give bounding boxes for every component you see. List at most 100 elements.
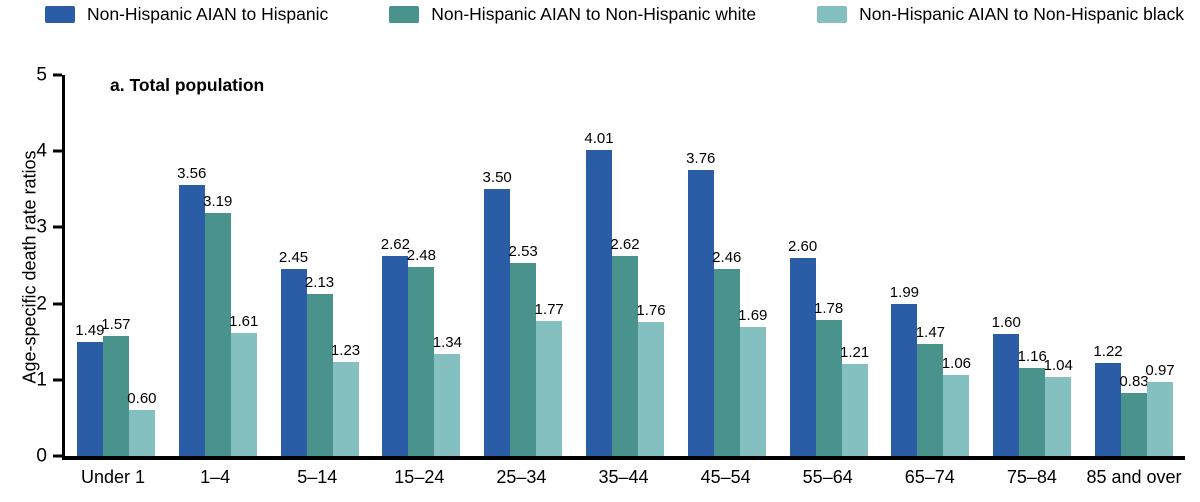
y-tick-label: 2 — [36, 293, 47, 315]
value-label: 1.60 — [991, 314, 1021, 332]
value-label: 1.99 — [889, 284, 920, 302]
value-label: 3.56 — [177, 164, 207, 182]
bar: 3.56 — [177, 165, 206, 456]
bar: 1.57 — [101, 316, 131, 456]
bar: 2.13 — [305, 274, 334, 456]
bar: 2.45 — [279, 249, 308, 456]
x-tick-label: 55–64 — [802, 467, 853, 487]
value-label: 2.62 — [610, 236, 640, 254]
bar: 1.76 — [636, 302, 666, 456]
y-tick-label: 5 — [36, 64, 47, 86]
value-label: 2.46 — [712, 248, 742, 266]
legend-item: Non-Hispanic AIAN to Non-Hispanic white — [389, 4, 757, 24]
value-label: 2.45 — [278, 249, 309, 267]
value-label: 1.69 — [738, 307, 768, 325]
x-tick-label: 85 and over — [1086, 467, 1182, 487]
bar: 1.16 — [1018, 348, 1047, 456]
bar: 1.78 — [814, 300, 843, 456]
value-label: 1.22 — [1093, 343, 1123, 361]
value-label: 1.47 — [915, 324, 946, 341]
value-label: 3.76 — [686, 149, 716, 167]
value-label: 1.49 — [75, 322, 105, 340]
legend-swatch-icon — [389, 6, 420, 24]
bar-group: 1.22 0.83 0.97 — [1083, 75, 1185, 456]
value-label: 1.61 — [229, 313, 259, 331]
value-label: 1.06 — [941, 355, 972, 373]
bar: 1.21 — [840, 344, 869, 456]
y-tick-label: 0 — [36, 445, 47, 467]
y-tick-mark — [53, 454, 62, 458]
value-label: 0.97 — [1145, 362, 1175, 380]
bar: 3.19 — [203, 193, 232, 456]
chart-title: a. Total population — [110, 75, 265, 95]
bar: 2.60 — [788, 238, 817, 456]
value-label: 0.60 — [127, 390, 157, 408]
bar: 1.23 — [331, 342, 360, 456]
y-tick-label: 3 — [36, 216, 47, 238]
legend-swatch-icon — [817, 6, 848, 24]
x-axis-labels: Under 1 1–4 5–14 15–24 25–34 35–44 45–54 55–64 6… — [62, 467, 1185, 488]
value-label: 2.48 — [406, 247, 436, 265]
value-label: 1.77 — [534, 301, 564, 319]
bar-group: 2.62 2.48 1.34 — [370, 75, 472, 456]
x-tick-label: 1–4 — [200, 467, 231, 487]
bar: 2.48 — [407, 247, 436, 456]
bar: 2.62 — [381, 236, 410, 456]
value-label: 1.57 — [101, 316, 131, 334]
value-label: 3.19 — [203, 192, 233, 210]
value-label: 2.62 — [380, 236, 410, 254]
bar: 1.69 — [738, 307, 767, 456]
y-tick-mark — [53, 302, 62, 306]
bar-group: 1.99 1.47 1.06 — [880, 75, 982, 456]
x-tick-label: 45–54 — [700, 467, 751, 487]
value-label: 1.76 — [636, 301, 666, 319]
bar: 0.83 — [1119, 373, 1149, 456]
bar-group: 3.76 2.46 1.69 — [676, 75, 778, 456]
legend-item: Non-Hispanic AIAN to Hispanic — [45, 4, 329, 24]
value-label: 2.13 — [304, 273, 335, 291]
value-label: 1.23 — [330, 342, 361, 360]
y-tick-mark — [53, 149, 62, 153]
y-axis-title: Age-specific death rate ratios — [19, 150, 40, 384]
bar: 1.60 — [992, 314, 1021, 456]
value-label: 2.53 — [508, 243, 538, 261]
y-tick-mark — [53, 378, 62, 382]
legend-item: Non-Hispanic AIAN to Non-Hispanic black — [817, 4, 1184, 24]
legend-label: Non-Hispanic AIAN to Non-Hispanic white — [431, 4, 757, 24]
x-tick-label: 35–44 — [598, 467, 649, 487]
bar-groups: 1.49 1.57 0.60 3.56 3.19 1.61 2.45 2.13 1.23 2.62… — [65, 75, 1185, 456]
legend-label: Non-Hispanic AIAN to Non-Hispanic black — [859, 4, 1184, 24]
value-label: 1.16 — [1017, 347, 1047, 365]
legend-label: Non-Hispanic AIAN to Hispanic — [87, 4, 329, 24]
bar-group: 2.45 2.13 1.23 — [269, 75, 371, 456]
bar-group: 2.60 1.78 1.21 — [778, 75, 880, 456]
legend: Non-Hispanic AIAN to Hispanic Non-Hispani… — [45, 4, 1184, 24]
bar: 2.53 — [509, 243, 538, 456]
bar: 1.61 — [229, 313, 258, 456]
plot-area: a. Total population 1.49 1.57 0.60 3.56 3.19… — [36, 66, 1185, 466]
x-tick-label: 65–74 — [904, 467, 955, 487]
x-tick-label: Under 1 — [81, 467, 146, 487]
value-label: 1.21 — [839, 343, 870, 361]
y-tick-mark — [53, 73, 62, 77]
bar-group: 1.49 1.57 0.60 — [65, 75, 167, 456]
y-tick-mark — [53, 225, 62, 229]
x-tick-label: 75–84 — [1006, 467, 1057, 487]
bar: 1.99 — [890, 284, 919, 456]
x-tick-label: 25–34 — [496, 467, 547, 487]
bar: 3.76 — [686, 150, 715, 456]
bar: 1.22 — [1093, 343, 1123, 456]
bar-group: 3.50 2.53 1.77 — [472, 75, 574, 456]
bar-group: 1.60 1.16 1.04 — [981, 75, 1083, 456]
y-tick-label: 4 — [36, 140, 47, 162]
value-label: 4.01 — [584, 130, 614, 148]
value-label: 2.60 — [787, 237, 818, 255]
bar: 2.62 — [610, 236, 640, 456]
bar: 1.04 — [1044, 357, 1073, 456]
value-label: 1.34 — [432, 333, 462, 351]
value-label: 1.04 — [1043, 356, 1073, 374]
bar: 1.34 — [433, 334, 462, 456]
value-label: 1.78 — [813, 300, 844, 318]
bar-group: 4.01 2.62 1.76 — [574, 75, 676, 456]
